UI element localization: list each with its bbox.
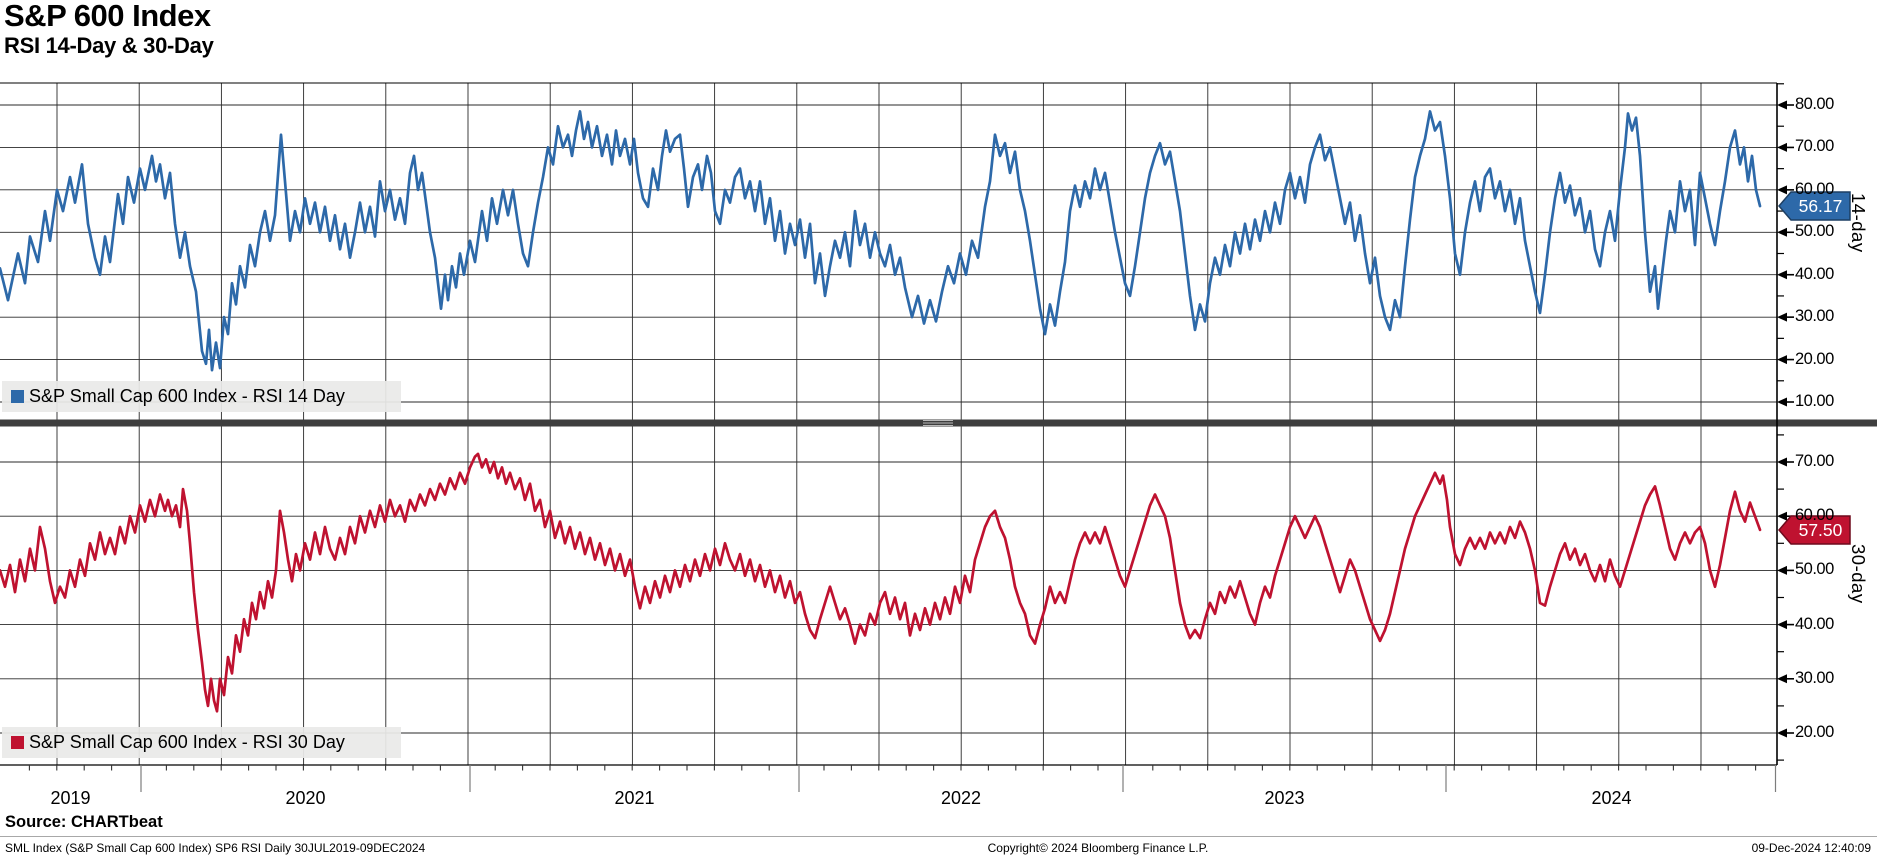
rsi14-series-line <box>0 110 1762 372</box>
page-title: S&P 600 Index <box>4 0 211 33</box>
axis-tick-label-rsi14: 80.00 <box>1795 95 1834 113</box>
axis-tick-label-rsi30: 40.00 <box>1795 614 1834 633</box>
legend-rsi30[interactable]: S&P Small Cap 600 Index - RSI 30 Day <box>2 727 401 758</box>
x-axis-year-label: 2023 <box>1264 788 1305 808</box>
x-axis-year-label: 2024 <box>1591 788 1632 808</box>
axis-tick-label-rsi14: 20.00 <box>1795 349 1834 368</box>
axis-tick-label-rsi30: 30.00 <box>1795 668 1834 687</box>
axis-tick-label-rsi30: 60.00 <box>1795 506 1834 525</box>
axis-tick-label-rsi14: 10.00 <box>1795 392 1834 410</box>
rsi14-last-value-badge <box>1778 191 1851 221</box>
source-note: Source: CHARTbeat <box>5 813 163 831</box>
legend-rsi30-label: S&P Small Cap 600 Index - RSI 30 Day <box>29 732 345 752</box>
axis-tick-label-rsi14: 40.00 <box>1795 264 1834 283</box>
x-axis-year-label: 2020 <box>285 788 326 808</box>
legend-swatch-rsi30-icon <box>11 736 24 749</box>
axis-tick-label-rsi14: 50.00 <box>1795 222 1834 241</box>
footer-security-descriptor: SML Index (S&P Small Cap 600 Index) SP6 … <box>5 841 426 855</box>
footer-timestamp: 09-Dec-2024 12:40:09 <box>1751 841 1871 855</box>
rsi30-last-value-badge-text: 57.50 <box>1799 520 1843 540</box>
axis-title-30-day: 30-day <box>1848 544 1869 604</box>
axis-tick-label-rsi30: 70.00 <box>1795 452 1834 470</box>
footer-copyright: Copyright© 2024 Bloomberg Finance L.P. <box>987 841 1209 855</box>
legend-rsi14-label: S&P Small Cap 600 Index - RSI 14 Day <box>29 386 345 406</box>
axis-tick-label-rsi30: 20.00 <box>1795 723 1834 741</box>
axis-tick-label-rsi14: 70.00 <box>1795 137 1834 156</box>
footer-divider <box>0 836 1877 837</box>
axis-tick-label-rsi14: 30.00 <box>1795 307 1834 326</box>
rsi30-last-value-badge <box>1778 515 1851 545</box>
x-axis-year-label: 2021 <box>614 788 655 808</box>
axis-tick-label-rsi14: 60.00 <box>1795 179 1834 198</box>
x-axis-year-label: 2019 <box>50 788 91 808</box>
panel-divider-grip[interactable] <box>923 420 953 426</box>
axis-tick-label-rsi30: 50.00 <box>1795 560 1834 579</box>
rsi14-last-value-badge-text: 56.17 <box>1799 196 1843 216</box>
axis-title-14-day: 14-day <box>1848 193 1869 253</box>
rsi30-series-line <box>0 452 1762 713</box>
page-subtitle: RSI 14-Day & 30-Day <box>4 33 214 58</box>
legend-swatch-rsi14-icon <box>11 390 24 403</box>
legend-rsi14[interactable]: S&P Small Cap 600 Index - RSI 14 Day <box>2 381 401 412</box>
x-axis-year-label: 2022 <box>940 788 982 808</box>
